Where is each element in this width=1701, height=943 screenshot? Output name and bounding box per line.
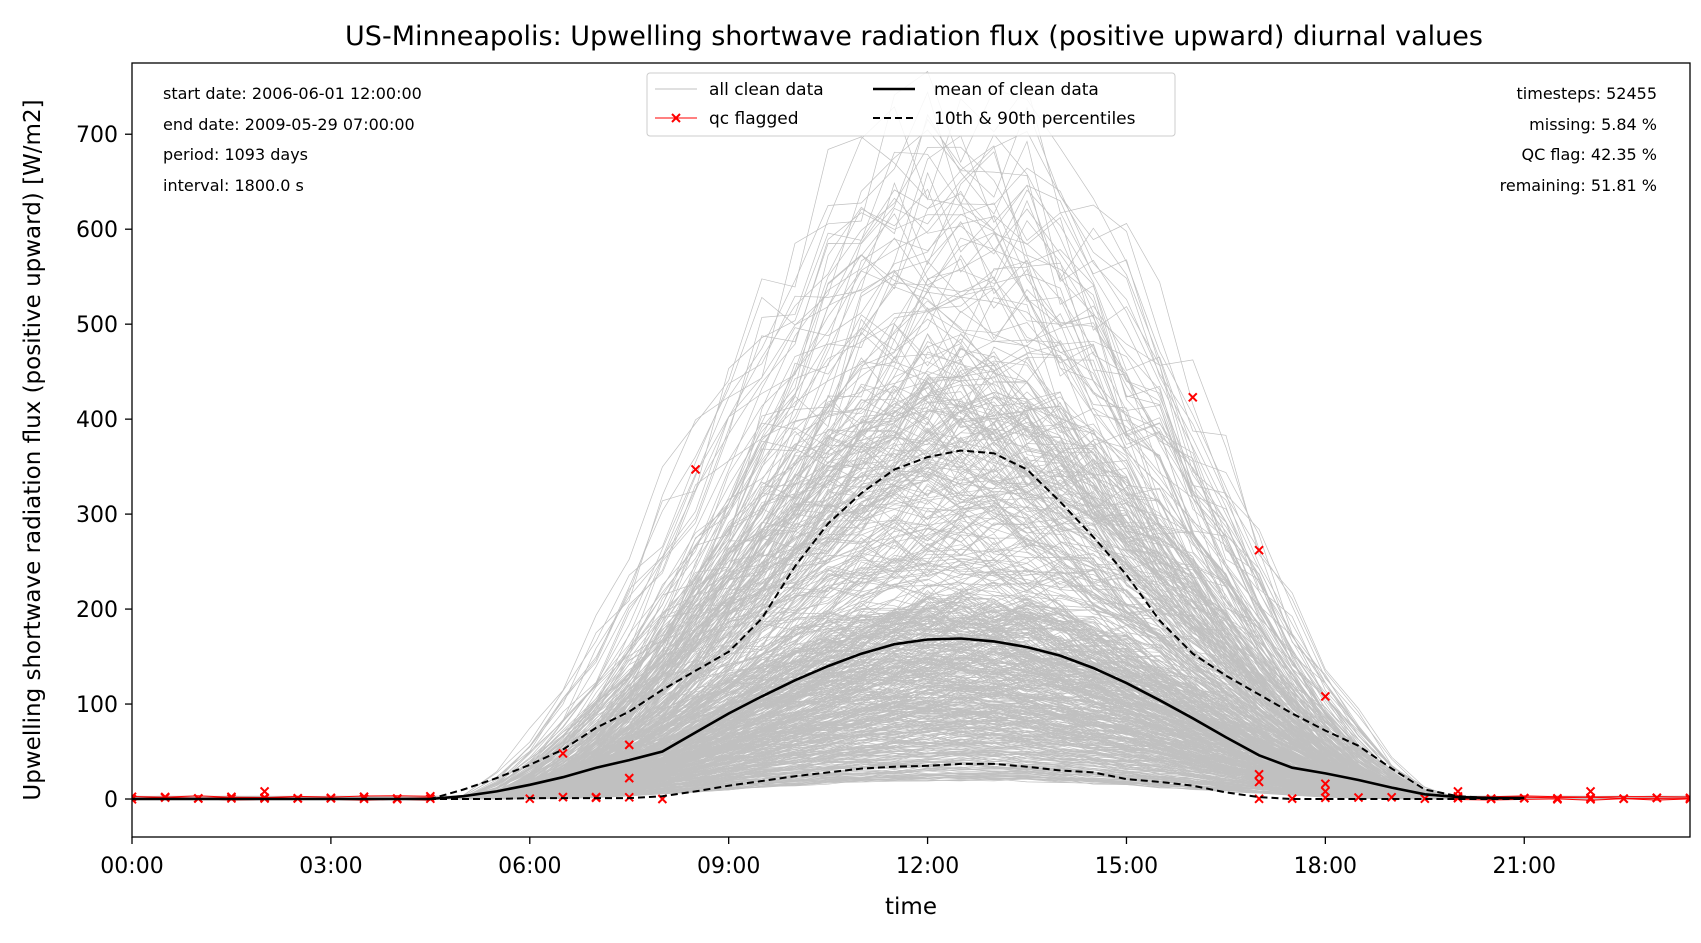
percentile-90-line [132,449,1525,800]
x-axis-ticks: 00:00 03:00 06:00 09:00 12:00 15:00 18:00 21:00 [100,837,1556,879]
stat-timesteps: timesteps: 52455 [1517,84,1657,103]
qc-flagged-point [624,740,634,750]
summary-lines [132,449,1525,801]
x-axis-label: time [885,894,937,920]
y-tick-label: 400 [76,408,118,433]
x-tick-label: 15:00 [1095,854,1158,879]
x-tick-label: 12:00 [896,854,959,879]
chart-title: US-Minneapolis: Upwelling shortwave radi… [345,21,1483,52]
qc-flagged-point [1254,777,1264,787]
qc-flagged-line [132,795,1690,799]
stats-right: timesteps: 52455 missing: 5.84 % QC flag… [1500,84,1657,195]
legend-label-mean: mean of clean data [934,80,1099,100]
qc-flagged-point [1320,691,1331,702]
stat-remaining: remaining: 51.81 % [1500,176,1657,195]
qc-flagged-point [1652,793,1662,803]
x-tick-label: 03:00 [299,854,362,879]
qc-flagged-point [1287,793,1297,804]
legend-label-percentiles: 10th & 90th percentiles [934,109,1136,129]
qc-flagged-point [1353,792,1364,803]
qc-flagged-point [1453,786,1463,797]
y-tick-label: 700 [76,123,118,148]
y-tick-label: 300 [76,503,118,528]
y-tick-label: 0 [104,788,118,813]
stats-left: start date: 2006-06-01 12:00:00 end date… [163,84,422,195]
qc-flagged-point [1552,794,1563,805]
stat-start-date: start date: 2006-06-01 12:00:00 [163,84,422,103]
x-tick-label: 18:00 [1294,854,1357,879]
qc-flagged-point [1585,786,1596,797]
qc-flagged-point [259,786,270,797]
percentile-10-line [132,762,1525,800]
qc-flagged-point [1420,793,1430,804]
qc-flagged-point [1320,779,1331,789]
qc-flagged-point [1188,392,1198,402]
y-axis-label: Upwelling shortwave radiation flux (posi… [20,99,46,800]
legend-marker-qc [671,113,681,123]
legend-label-clean: all clean data [709,80,824,100]
legend-box [646,72,1176,137]
x-tick-label: 00:00 [100,854,163,879]
qc-flagged-point [624,773,634,783]
y-tick-label: 100 [76,693,118,718]
x-tick-label: 06:00 [498,854,561,879]
qc-flagged-point [132,794,137,805]
qc-flagged-point [1585,794,1596,804]
y-axis-ticks: 0 100 200 300 400 500 600 700 [76,123,132,813]
legend: all clean data qc flagged mean of clean … [646,72,1176,137]
clean-data-curve [132,287,1690,800]
y-tick-label: 200 [76,598,118,623]
x-tick-label: 09:00 [697,854,760,879]
stat-period: period: 1093 days [163,145,308,164]
stat-qc-flag: QC flag: 42.35 % [1522,145,1657,164]
stat-missing: missing: 5.84 % [1529,115,1657,134]
stat-end-date: end date: 2009-05-29 07:00:00 [163,115,415,134]
y-tick-label: 500 [76,313,118,338]
clean-data-curve [132,254,1690,800]
clean-data-curve [132,726,1690,800]
qc-flagged-point [1254,769,1264,780]
x-tick-label: 21:00 [1493,854,1556,879]
clean-data-curve [132,716,1690,800]
plot-frame [131,62,1691,838]
qc-flagged-point [1618,793,1629,804]
stat-interval: interval: 1800.0 s [163,176,304,195]
qc-flagged-point [690,464,701,475]
y-tick-label: 600 [76,218,118,243]
qc-flagged-point [558,748,568,759]
qc-flagged-point [1685,794,1690,804]
qc-flagged-point [1254,545,1264,555]
clean-data-lines [132,70,1690,800]
legend-label-qc: qc flagged [709,109,799,129]
qc-flagged-point [1320,786,1331,797]
